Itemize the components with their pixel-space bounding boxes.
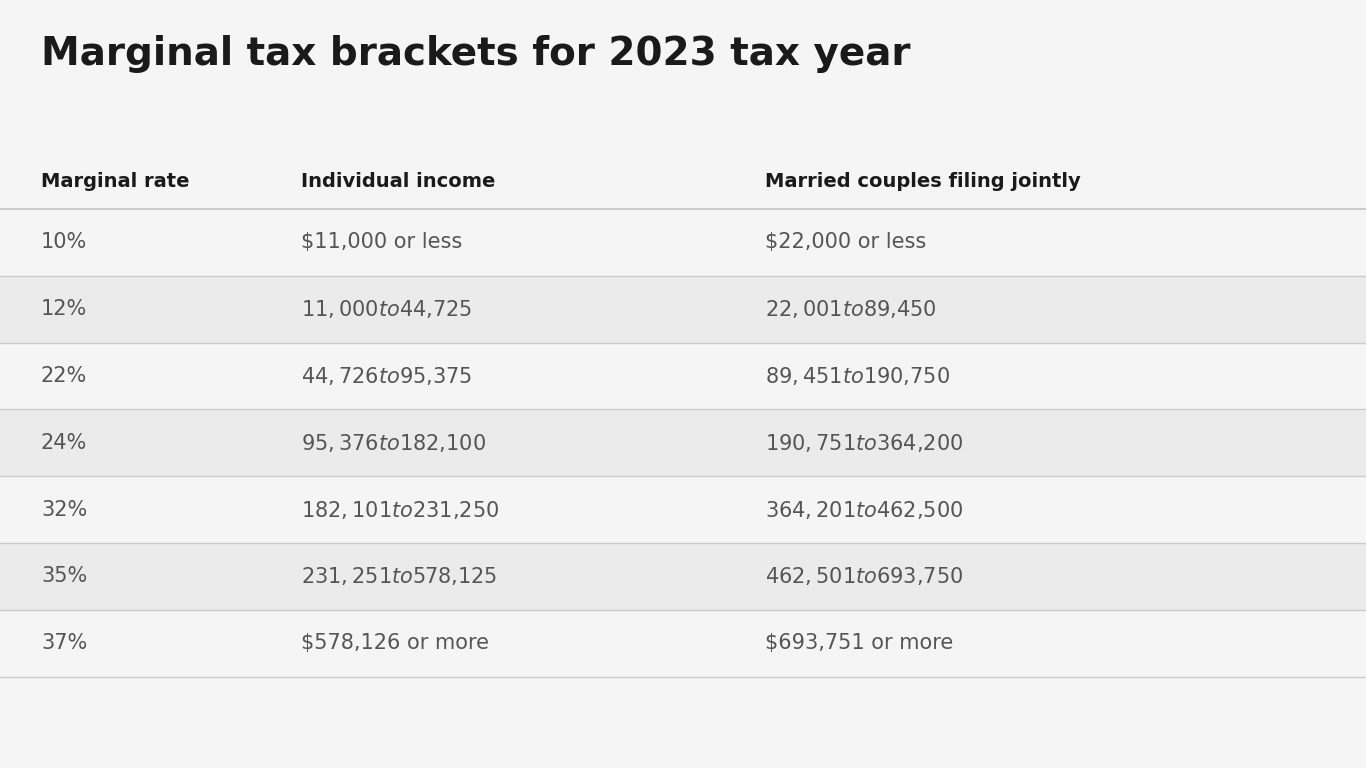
Text: $693,751 or more: $693,751 or more [765, 633, 953, 654]
Text: 32%: 32% [41, 499, 87, 520]
Text: $231,251 to $578,125: $231,251 to $578,125 [301, 565, 497, 588]
Text: 35%: 35% [41, 566, 87, 587]
Text: $462,501 to $693,750: $462,501 to $693,750 [765, 565, 963, 588]
Bar [0, 610, 1366, 677]
Text: $190,751 to $364,200: $190,751 to $364,200 [765, 432, 963, 454]
Text: $182,101 to $231,250: $182,101 to $231,250 [301, 498, 499, 521]
Text: $22,001 to $89,450: $22,001 to $89,450 [765, 298, 937, 320]
Text: $44,726 to $95,375: $44,726 to $95,375 [301, 365, 471, 387]
Bar [0, 209, 1366, 276]
Text: $11,000 to $44,725: $11,000 to $44,725 [301, 298, 471, 320]
Text: 24%: 24% [41, 432, 87, 453]
Text: $11,000 or less: $11,000 or less [301, 232, 462, 253]
Text: 10%: 10% [41, 232, 87, 253]
Text: 22%: 22% [41, 366, 87, 386]
Text: $22,000 or less: $22,000 or less [765, 232, 926, 253]
Text: 12%: 12% [41, 299, 87, 319]
Text: Married couples filing jointly: Married couples filing jointly [765, 172, 1081, 190]
Text: $364,201 to $462,500: $364,201 to $462,500 [765, 498, 963, 521]
Text: 37%: 37% [41, 633, 87, 654]
Text: Individual income: Individual income [301, 172, 494, 190]
Bar [0, 343, 1366, 409]
Text: $89,451 to $190,750: $89,451 to $190,750 [765, 365, 949, 387]
Bar [0, 409, 1366, 476]
Bar [0, 543, 1366, 610]
Bar [0, 276, 1366, 343]
Text: $95,376 to $182,100: $95,376 to $182,100 [301, 432, 485, 454]
Bar [0, 476, 1366, 543]
Text: Marginal rate: Marginal rate [41, 172, 190, 190]
Bar [0, 154, 1366, 209]
Text: Marginal tax brackets for 2023 tax year: Marginal tax brackets for 2023 tax year [41, 35, 911, 72]
Text: $578,126 or more: $578,126 or more [301, 633, 489, 654]
